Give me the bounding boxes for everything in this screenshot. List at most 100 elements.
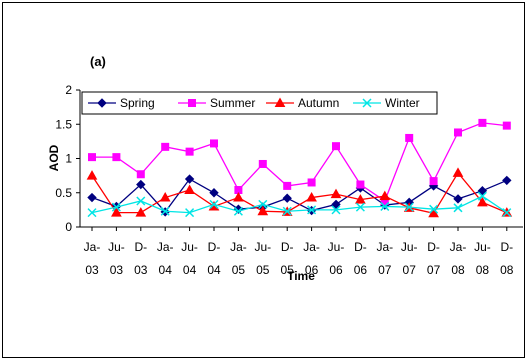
legend-label-summer: Summer [210, 96, 255, 110]
data-point-autumn [257, 205, 269, 216]
data-point-summer [332, 142, 340, 151]
x-tick-label-month: Ju- [108, 240, 125, 254]
data-point-summer [136, 170, 145, 179]
x-tick-label-month: D- [281, 240, 294, 254]
x-tick-label-year: 03 [85, 263, 99, 277]
data-point-spring [184, 174, 195, 184]
x-tick-label-year: 06 [354, 263, 368, 277]
x-tick-label-month: Ju- [401, 240, 418, 254]
x-tick-label-year: 05 [281, 263, 295, 277]
y-tick-labels: 0 0.5 1 1.5 2 [55, 83, 72, 234]
x-marker-stroke [380, 201, 390, 211]
legend-label-spring: Spring [120, 96, 155, 110]
data-point-autumn [233, 192, 244, 202]
data-point-spring [453, 194, 463, 204]
data-point-winter [258, 199, 268, 209]
legend-marker-autumn [274, 97, 286, 107]
data-point-spring [331, 199, 341, 210]
data-point-summer [502, 121, 511, 130]
x-marker-stroke [282, 206, 292, 216]
data-point-autumn [86, 170, 98, 180]
data-point-winter [307, 205, 317, 215]
data-point-summer [405, 133, 414, 142]
x-tick-label-month: Ja- [376, 240, 393, 254]
data-point-winter [185, 208, 195, 218]
x-marker-stroke [453, 203, 463, 213]
y-axis-title: AOD [47, 144, 61, 171]
series-line-winter [91, 195, 508, 214]
data-point-summer [283, 181, 292, 190]
x-axis-title: Time [287, 269, 315, 283]
x-marker-stroke [355, 202, 365, 212]
chart-frame [2, 2, 525, 358]
x-tick-label-month: Ja- [303, 240, 320, 254]
x-tick-label-year: 08 [451, 263, 465, 277]
data-point-summer [185, 147, 194, 156]
x-marker-stroke [233, 206, 243, 216]
x-tick-label-year: 08 [476, 263, 490, 277]
data-point-winter [380, 201, 390, 211]
legend-label-autumn: Autumn [298, 96, 339, 110]
data-point-autumn [159, 192, 171, 202]
data-point-autumn [428, 207, 439, 218]
data-point-autumn [355, 194, 366, 204]
x-marker-stroke [331, 205, 341, 215]
x-tick-label-month: Ju- [474, 240, 491, 254]
data-point-autumn [111, 207, 122, 217]
data-point-winter [111, 202, 121, 212]
x-marker-stroke [185, 208, 195, 218]
y-tick-label: 2 [65, 83, 72, 97]
data-point-summer [429, 177, 438, 186]
x-tick-label-year: 06 [305, 263, 319, 277]
x-tick-label-month: Ju- [328, 240, 345, 254]
y-tick-label: 1 [65, 152, 72, 166]
series-line-summer [92, 122, 507, 202]
x-marker-stroke [404, 202, 414, 212]
data-point-autumn [184, 184, 195, 195]
x-tick-label-year: 03 [134, 263, 148, 277]
data-point-summer [454, 128, 462, 137]
data-point-winter [160, 206, 170, 216]
data-point-autumn [330, 188, 342, 199]
data-point-summer [478, 118, 487, 127]
data-point-summer [112, 153, 121, 162]
x-tick-label-month: Ju- [181, 240, 198, 254]
data-point-spring [209, 188, 219, 198]
x-tick-label-month: Ja- [450, 240, 467, 254]
data-point-autumn [379, 190, 391, 201]
x-tick-label-year: 07 [427, 263, 441, 277]
x-tick-label-month: D- [427, 240, 440, 254]
data-point-winter [331, 205, 341, 215]
x-tick-label-year: 07 [403, 263, 417, 277]
data-point-winter [233, 206, 243, 216]
data-point-spring [136, 179, 146, 190]
x-marker-stroke [136, 196, 146, 206]
x-marker-stroke [209, 199, 219, 209]
x-tick-label-month: D- [208, 240, 221, 254]
legend-marker-spring [97, 98, 107, 108]
data-point-winter [477, 191, 487, 201]
data-point-summer [356, 180, 365, 189]
data-point-autumn [477, 196, 488, 207]
data-point-summer [88, 153, 96, 162]
data-point-summer [258, 159, 267, 168]
data-point-spring [87, 192, 97, 203]
y-tick-label: 0.5 [55, 186, 72, 200]
data-point-autumn [452, 167, 464, 177]
x-tick-labels: Ja- 03 Ju- 03 D- 03 Ja- 04 Ju- 04 D- 04 Ja- 05 Ju- 05 D-… [84, 240, 514, 277]
data-point-winter [136, 196, 146, 206]
x-marker-stroke [502, 208, 512, 218]
data-point-winter [209, 199, 219, 209]
data-point-spring [282, 193, 292, 203]
data-point-winter [429, 204, 439, 214]
data-point-winter [404, 202, 414, 212]
y-tick-label: 0 [65, 220, 72, 234]
data-point-winter [355, 202, 365, 212]
x-tick-label-month: Ju- [254, 240, 271, 254]
x-marker-stroke [477, 191, 487, 201]
axes [76, 89, 523, 231]
x-marker-stroke [307, 205, 317, 215]
x-marker-stroke [362, 98, 372, 108]
x-marker-stroke [111, 202, 121, 212]
